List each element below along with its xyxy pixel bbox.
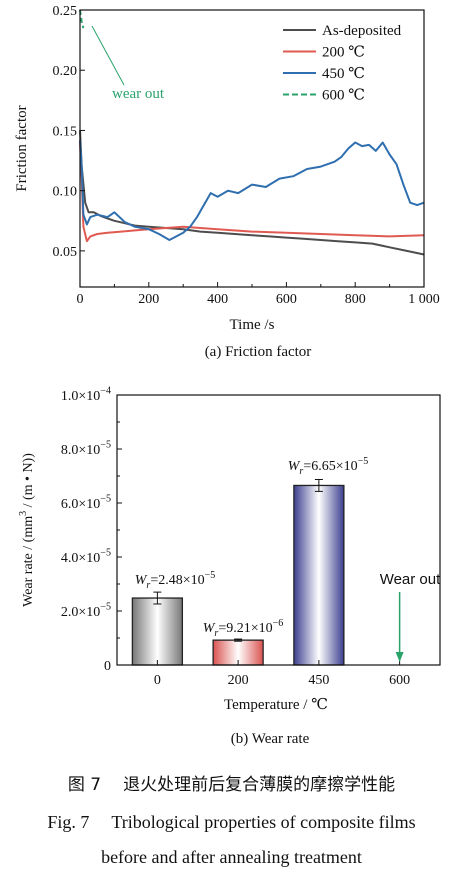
wear-out-arrow-head (395, 652, 404, 662)
bar-value-label-1: Wr=9.21×10−6 (203, 618, 284, 639)
caption-en-number: Fig. 7 (47, 812, 90, 832)
x-tick-label: 450 (308, 673, 329, 688)
wear-out-annotation: Wear out (380, 571, 441, 588)
legend-label-0: As-deposited (322, 23, 402, 39)
y-tick-label: 0.05 (53, 245, 78, 260)
chart-subtitle: (a) Friction factor (205, 344, 312, 360)
x-tick-label: 600 (389, 673, 410, 688)
y-axis-label: Wear rate / (mm3 / (m • N)) (18, 453, 36, 607)
caption-en-line1: Tribological properties of composite fil… (111, 812, 416, 832)
caption-english: Fig. 7 Tribological properties of composi… (0, 812, 463, 833)
x-tick-label: 1 000 (408, 292, 440, 307)
y-tick-label: 6.0×10−5 (61, 494, 111, 512)
series-line-1 (79, 142, 425, 243)
legend: As-deposited 200 ℃ 450 ℃ 600 ℃ (283, 23, 402, 104)
y-tick-label: 0 (104, 659, 111, 674)
caption-cn-text: 退火处理前后复合薄膜的摩擦学性能 (123, 775, 396, 795)
bar-2 (293, 484, 345, 666)
y-tick-label: 1.0×10−4 (61, 386, 111, 404)
x-tick-label: 600 (276, 292, 297, 307)
y-tick-label: 2.0×10−5 (61, 602, 111, 620)
bar-0 (131, 597, 184, 666)
legend-label-3: 600 ℃ (322, 88, 365, 104)
y-axis-label: Friction factor (14, 105, 30, 191)
series-line-2 (79, 140, 425, 241)
wear-out-pointer (91, 25, 125, 86)
y-tick-label: 0.15 (53, 124, 78, 139)
x-axis-label: Time /s (230, 317, 275, 333)
figure-canvas: 0 200 400 600 800 1 000 0.05 0.10 0.15 0.20 0.25 Ti… (14, 4, 441, 747)
x-tick-label: 800 (345, 292, 366, 307)
caption-cn-number: 图 7 (67, 775, 102, 795)
chart-subtitle: (b) Wear rate (231, 731, 310, 747)
wear-out-annotation: wear out (112, 86, 165, 102)
y-tick-label: 8.0×10−5 (61, 440, 111, 458)
y-tick-label: 4.0×10−5 (61, 548, 111, 566)
legend-label-2: 450 ℃ (322, 66, 365, 82)
caption-chinese: 图 7 退火处理前后复合薄膜的摩擦学性能 (0, 770, 463, 795)
bar-value-label-2: Wr=6.65×10−5 (288, 456, 369, 477)
y-tick-label: 0.25 (53, 4, 78, 19)
x-tick-label: 200 (228, 673, 249, 688)
friction-chart: 0 200 400 600 800 1 000 0.05 0.10 0.15 0.20 0.25 Ti… (14, 4, 440, 360)
y-tick-label: 0.20 (53, 64, 78, 79)
y-tick-label: 0.10 (53, 185, 78, 200)
legend-label-1: 200 ℃ (322, 45, 365, 61)
series-line-0 (79, 130, 425, 256)
x-tick-label: 400 (207, 292, 228, 307)
x-tick-label: 0 (154, 673, 161, 688)
bar-value-label-0: Wr=2.48×10−5 (135, 570, 216, 591)
caption-english-line2: before and after annealing treatment (101, 847, 362, 867)
wear-rate-chart: Wr=2.48×10−5 Wr=9.21×10−6 Wr=6.65×10−5 0 2.0… (18, 386, 441, 747)
x-tick-label: 200 (138, 292, 159, 307)
x-axis-label: Temperature / ℃ (224, 697, 328, 713)
x-tick-label: 0 (77, 292, 84, 307)
